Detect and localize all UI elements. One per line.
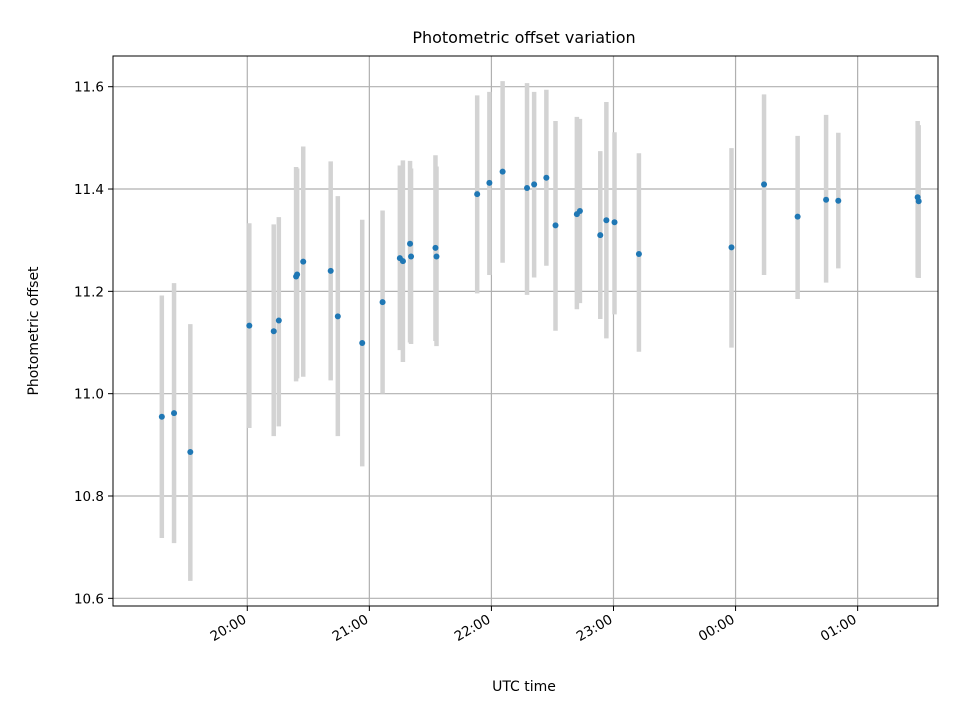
data-point (158, 413, 165, 420)
x-axis-label: UTC time (492, 679, 556, 695)
y-axis-label: Photometric offset (26, 266, 42, 396)
data-point (794, 213, 801, 220)
data-point (408, 253, 415, 260)
y-tick-label: 11.2 (74, 284, 104, 300)
data-point (433, 253, 440, 260)
data-point (835, 197, 842, 204)
data-point (300, 258, 307, 265)
y-tick-label: 10.6 (74, 591, 104, 607)
data-point (635, 251, 642, 257)
data-point (334, 313, 341, 320)
data-point (270, 328, 277, 335)
data-point (171, 410, 178, 417)
data-point (474, 191, 481, 198)
data-point (359, 340, 366, 347)
data-point (187, 449, 194, 455)
data-point (486, 179, 493, 186)
data-point (611, 219, 618, 226)
data-point (379, 299, 386, 306)
y-tick-label: 10.8 (74, 489, 104, 505)
data-point (524, 185, 531, 191)
y-axis-ticks: 10.6 10.8 11.0 11.2 11.4 11.6 (74, 80, 113, 607)
y-tick-label: 11.4 (74, 182, 104, 198)
data-point (552, 222, 559, 229)
data-point (576, 208, 583, 215)
data-point (499, 168, 506, 175)
data-point (399, 258, 406, 265)
data-point (294, 271, 301, 278)
data-point (407, 240, 414, 247)
data-point (543, 174, 550, 181)
data-point (915, 198, 922, 205)
y-tick-label: 11.6 (74, 80, 104, 96)
plot-area-frame (112, 55, 939, 607)
y-tick-label: 11.0 (74, 387, 104, 403)
data-point (597, 232, 604, 239)
data-point (246, 322, 253, 329)
data-point (728, 244, 735, 251)
data-point (761, 181, 768, 188)
data-point (327, 267, 334, 274)
data-point (275, 317, 282, 324)
data-point (603, 217, 610, 224)
data-point (432, 244, 439, 251)
data-point (823, 196, 830, 203)
data-point (531, 181, 538, 188)
chart-title: Photometric offset variation (412, 28, 635, 47)
data-points (158, 168, 922, 455)
